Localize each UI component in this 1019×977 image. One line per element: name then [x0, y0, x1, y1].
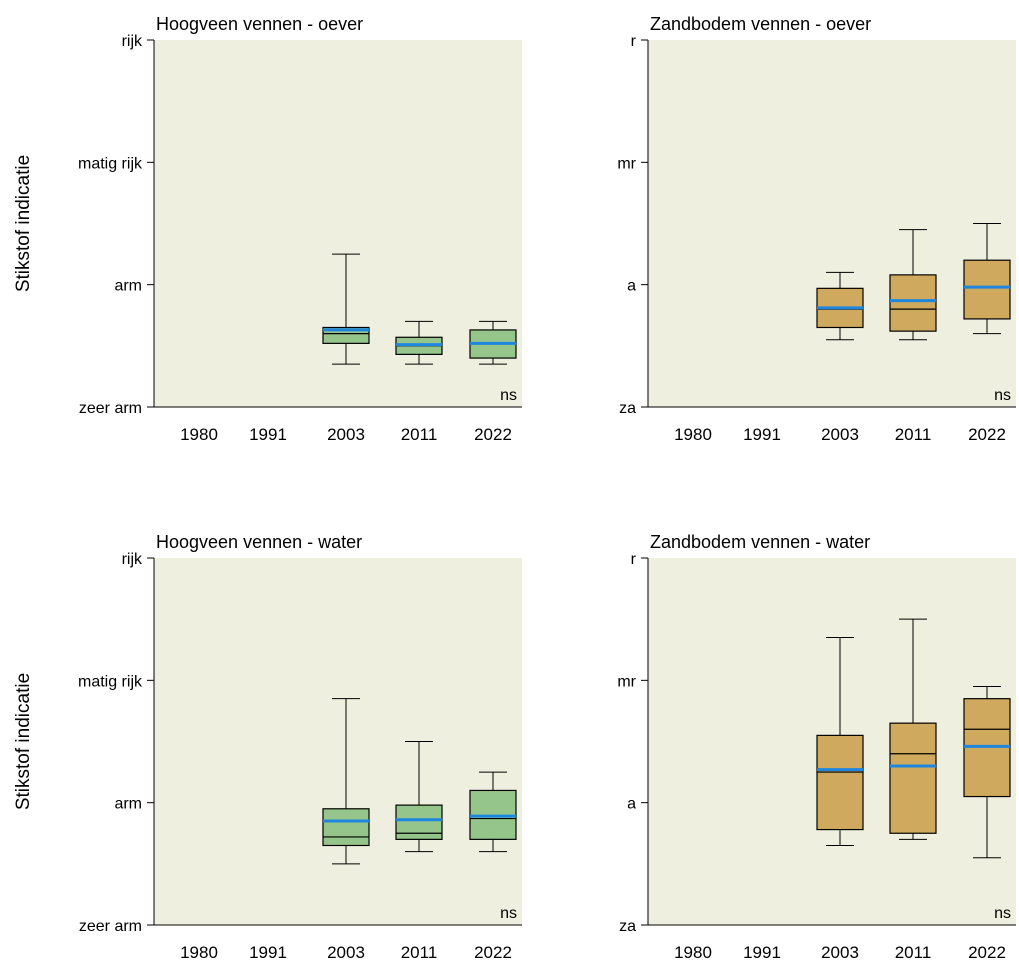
box-iqr — [395, 804, 443, 840]
y-tick-label: r — [631, 33, 637, 50]
x-tick-label: 2003 — [821, 425, 859, 444]
y-axis-label: Stikstof indicatie — [13, 155, 34, 292]
x-tick-label: 1980 — [180, 943, 218, 962]
y-tick-label: za — [619, 400, 636, 417]
box-2011 — [395, 320, 443, 365]
panel-title: Hoogveen vennen - water — [156, 532, 362, 552]
box-2011 — [395, 741, 443, 853]
y-tick-label: matig rijk — [78, 155, 143, 172]
panel-title: Zandbodem vennen - water — [650, 532, 870, 552]
box-2022 — [469, 771, 517, 853]
x-tick-label: 2011 — [401, 943, 438, 962]
y-tick-label: matig rijk — [78, 673, 143, 690]
box-iqr — [889, 722, 937, 834]
y-tick-label: arm — [114, 796, 142, 813]
panel-title: Hoogveen vennen - oever — [156, 14, 363, 34]
chart-panel-3: Hoogveen vennen - water Stikstof indicati… — [13, 532, 522, 962]
x-tick-label: 1980 — [674, 425, 712, 444]
x-tick-label: 2022 — [474, 425, 512, 444]
box-2003 — [816, 271, 864, 341]
box-2022 — [963, 223, 1011, 335]
significance-annotation: ns — [994, 905, 1011, 922]
y-tick-label: zeer arm — [79, 400, 142, 417]
box-2022 — [963, 685, 1011, 859]
chart-panel-1: Hoogveen vennen - oever Stikstof indicati… — [13, 14, 522, 444]
y-tick-label: a — [627, 278, 636, 295]
plot-area — [154, 40, 522, 407]
x-tick-label: 1991 — [249, 425, 287, 444]
panel-title: Zandbodem vennen - oever — [650, 14, 871, 34]
x-tick-label: 2003 — [327, 425, 365, 444]
x-tick-label: 2011 — [895, 425, 932, 444]
x-tick-label: 2003 — [327, 943, 365, 962]
chart-panel-2: Zandbodem vennen - oever za a mr r 1980 1991 20… — [617, 14, 1016, 444]
box-2011 — [889, 618, 937, 840]
x-tick-label: 1991 — [249, 943, 287, 962]
x-tick-label: 2011 — [895, 943, 932, 962]
box-2011 — [889, 229, 937, 341]
x-tick-label: 2022 — [968, 425, 1006, 444]
y-tick-label: za — [619, 918, 636, 935]
box-iqr — [963, 259, 1011, 320]
x-tick-label: 1991 — [743, 425, 781, 444]
y-tick-label: mr — [617, 673, 636, 690]
x-tick-label: 2022 — [968, 943, 1006, 962]
box-iqr — [889, 274, 937, 332]
y-axis-label: Stikstof indicatie — [13, 673, 34, 810]
x-tick-label: 2003 — [821, 943, 859, 962]
significance-annotation: ns — [500, 387, 517, 404]
plot-area — [648, 40, 1016, 407]
box-iqr — [322, 326, 370, 344]
y-tick-label: r — [631, 551, 637, 568]
y-tick-label: rijk — [122, 551, 143, 568]
significance-annotation: ns — [500, 905, 517, 922]
box-2003 — [322, 253, 370, 365]
box-2003 — [816, 637, 864, 846]
y-tick-label: zeer arm — [79, 918, 142, 935]
box-2022 — [469, 320, 517, 365]
box-iqr — [816, 734, 864, 831]
y-tick-label: a — [627, 796, 636, 813]
plot-area — [154, 558, 522, 925]
x-tick-label: 1980 — [674, 943, 712, 962]
y-tick-label: mr — [617, 155, 636, 172]
x-tick-label: 2022 — [474, 943, 512, 962]
y-tick-label: rijk — [122, 33, 143, 50]
x-tick-label: 2011 — [401, 425, 438, 444]
box-iqr — [322, 808, 370, 847]
box-2003 — [322, 698, 370, 865]
significance-annotation: ns — [994, 387, 1011, 404]
y-tick-label: arm — [114, 278, 142, 295]
x-tick-label: 1980 — [180, 425, 218, 444]
chart-panel-4: Zandbodem vennen - water za a mr r 1980 1991 20… — [617, 532, 1016, 962]
x-tick-label: 1991 — [743, 943, 781, 962]
